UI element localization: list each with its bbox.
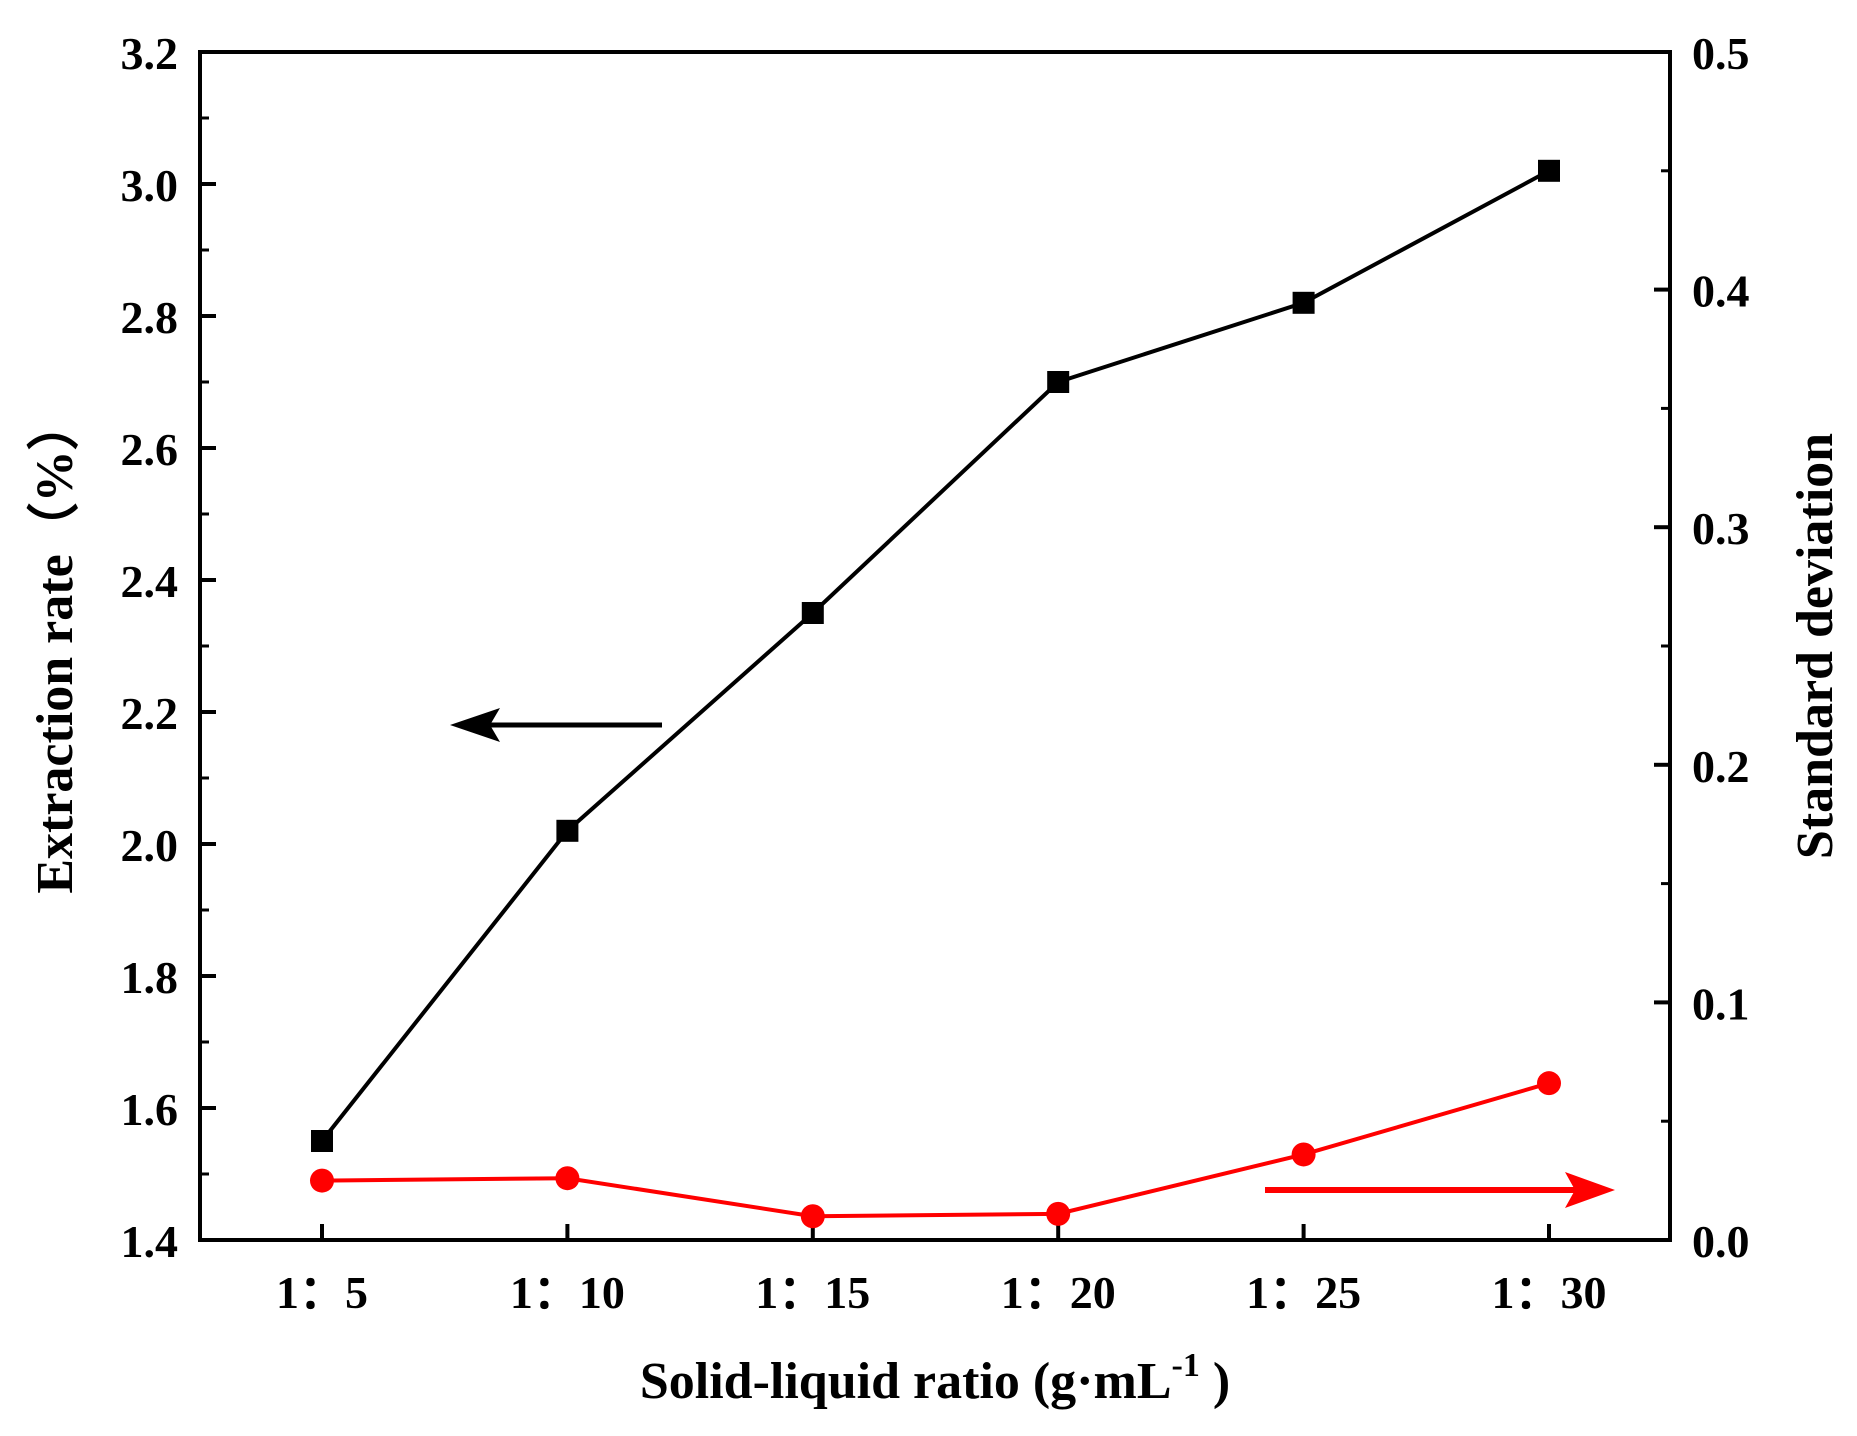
y-right-tick-label: 0.4 [1692,266,1750,317]
y-left-tick-label: 2.8 [121,292,179,343]
x-tick-label: 1：5 [276,1267,368,1318]
data-point [1291,1142,1316,1167]
y-right-tick-label: 0.0 [1692,1216,1750,1267]
x-tick-label: 1：15 [755,1267,870,1318]
data-point [1537,1071,1561,1096]
y-right-tick-label: 0.2 [1692,741,1750,792]
data-point [801,602,824,624]
y-left-tick-label: 1.8 [121,952,179,1003]
y-left-tick-label: 1.6 [121,1084,179,1135]
right-axis-arrow [1265,1172,1615,1208]
x-axis-label-close: ) [1200,1353,1230,1410]
x-tick-label: 1：20 [1001,1267,1116,1318]
left-axis: 1.4 1.6 1.8 2.0 2.2 2.4 2.6 2.8 3.0 3.2 [121,28,216,1267]
y-right-tick-label: 0.1 [1692,978,1750,1029]
series-line-1 [321,1081,1550,1219]
y-left-tick-label: 2.4 [121,556,179,607]
y-left-tick-label: 3.2 [121,28,179,79]
data-point [1047,371,1070,393]
y-axis-right-label: Standard deviation [1787,433,1844,859]
y-left-tick-label: 3.0 [121,160,179,211]
series-layer [310,159,1561,1229]
x-tick-label: 1：10 [510,1267,625,1318]
plot-frame [198,50,1672,1242]
data-point [1538,159,1560,182]
y-left-tick-label: 2.2 [121,688,179,739]
y-right-tick-label: 0.5 [1692,28,1750,79]
y-right-tick-label: 0.3 [1692,503,1750,554]
x-tick-label: 1：25 [1246,1267,1361,1318]
y-left-tick-label: 1.4 [121,1216,179,1267]
x-tick-label: 1：30 [1492,1267,1607,1318]
data-point [1292,291,1315,314]
y-axis-left-label: Extraction rate（%） [26,398,84,893]
y-left-tick-label: 2.0 [121,820,179,871]
right-axis: 0.0 0.1 0.2 0.3 0.4 0.5 [1654,28,1750,1267]
data-point [310,1168,334,1193]
data-point [311,1130,333,1152]
data-point [556,819,579,842]
data-point [1046,1201,1071,1226]
data-point [555,1166,580,1191]
left-axis-arrow [450,708,662,742]
data-point [800,1204,825,1229]
series-line-0 [320,169,1550,1143]
x-axis-label-superscript: -1 [1172,1347,1200,1384]
x-axis-label: Solid-liquid ratio (g·mL-1 ) [640,1347,1230,1410]
y-left-tick-label: 2.6 [121,424,179,475]
x-axis: 1：5 1：10 1：15 1：20 1：25 1：30 [276,1224,1607,1318]
